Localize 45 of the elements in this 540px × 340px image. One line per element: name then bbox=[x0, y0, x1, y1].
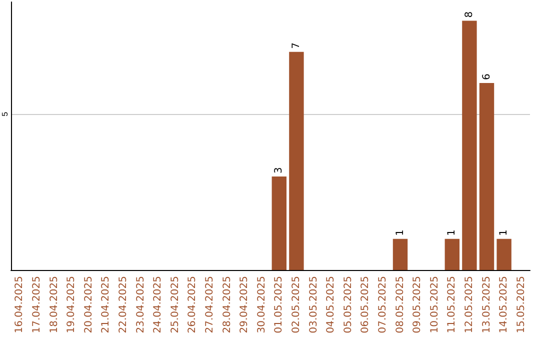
x-tick-label: 24.04.2025 bbox=[152, 276, 164, 334]
bar bbox=[479, 83, 494, 270]
x-tick-label: 25.04.2025 bbox=[170, 276, 181, 334]
x-tick-label: 03.05.2025 bbox=[308, 276, 320, 334]
data-label: 6 bbox=[481, 74, 492, 80]
y-tick-label: 5 bbox=[0, 111, 10, 116]
x-tick-label: 06.05.2025 bbox=[360, 276, 372, 334]
x-tick-label: 17.04.2025 bbox=[31, 276, 42, 334]
x-tick-label: 13.05.2025 bbox=[481, 276, 492, 334]
x-tick-label: 29.04.2025 bbox=[239, 276, 250, 334]
x-tick-label: 27.04.2025 bbox=[204, 276, 216, 334]
bar bbox=[272, 176, 287, 270]
bar bbox=[444, 238, 460, 270]
x-tick-label: 16.04.2025 bbox=[14, 276, 26, 334]
x-tick-label: 02.05.2025 bbox=[290, 276, 302, 334]
bar bbox=[462, 20, 477, 270]
x-tick-label: 28.04.2025 bbox=[222, 276, 233, 334]
x-tick-label: 07.05.2025 bbox=[377, 276, 388, 334]
x-tick-label: 30.04.2025 bbox=[256, 276, 268, 334]
data-label: 7 bbox=[290, 42, 302, 49]
bar bbox=[496, 238, 512, 270]
x-tick-label: 09.05.2025 bbox=[412, 276, 424, 334]
x-tick-label: 20.04.2025 bbox=[83, 276, 94, 334]
x-tick-label: 26.04.2025 bbox=[187, 276, 198, 334]
data-label: 1 bbox=[498, 229, 510, 236]
x-tick-label: 11.05.2025 bbox=[446, 276, 458, 334]
bar bbox=[392, 238, 408, 270]
x-tick-label: 12.05.2025 bbox=[464, 276, 475, 334]
x-tick-label: 10.05.2025 bbox=[429, 276, 440, 334]
bar bbox=[289, 52, 304, 270]
x-tick-label: 01.05.2025 bbox=[274, 276, 285, 334]
x-tick-label: 18.04.2025 bbox=[48, 276, 60, 334]
data-label: 1 bbox=[446, 229, 458, 236]
x-tick-label: 22.04.2025 bbox=[118, 276, 129, 334]
data-label: 1 bbox=[394, 229, 406, 236]
x-tick-label: 19.04.2025 bbox=[66, 276, 78, 334]
x-tick-label: 23.04.2025 bbox=[135, 276, 146, 334]
data-label: 8 bbox=[464, 11, 475, 18]
x-tick-label: 15.05.2025 bbox=[516, 276, 527, 334]
x-tick-label: 04.05.2025 bbox=[326, 276, 337, 334]
x-tick-label: 05.05.2025 bbox=[342, 276, 354, 334]
data-label: 3 bbox=[274, 167, 285, 174]
x-tick-label: 08.05.2025 bbox=[394, 276, 406, 334]
x-tick-label: 21.04.2025 bbox=[100, 276, 112, 334]
x-tick-label: 14.05.2025 bbox=[498, 276, 510, 334]
